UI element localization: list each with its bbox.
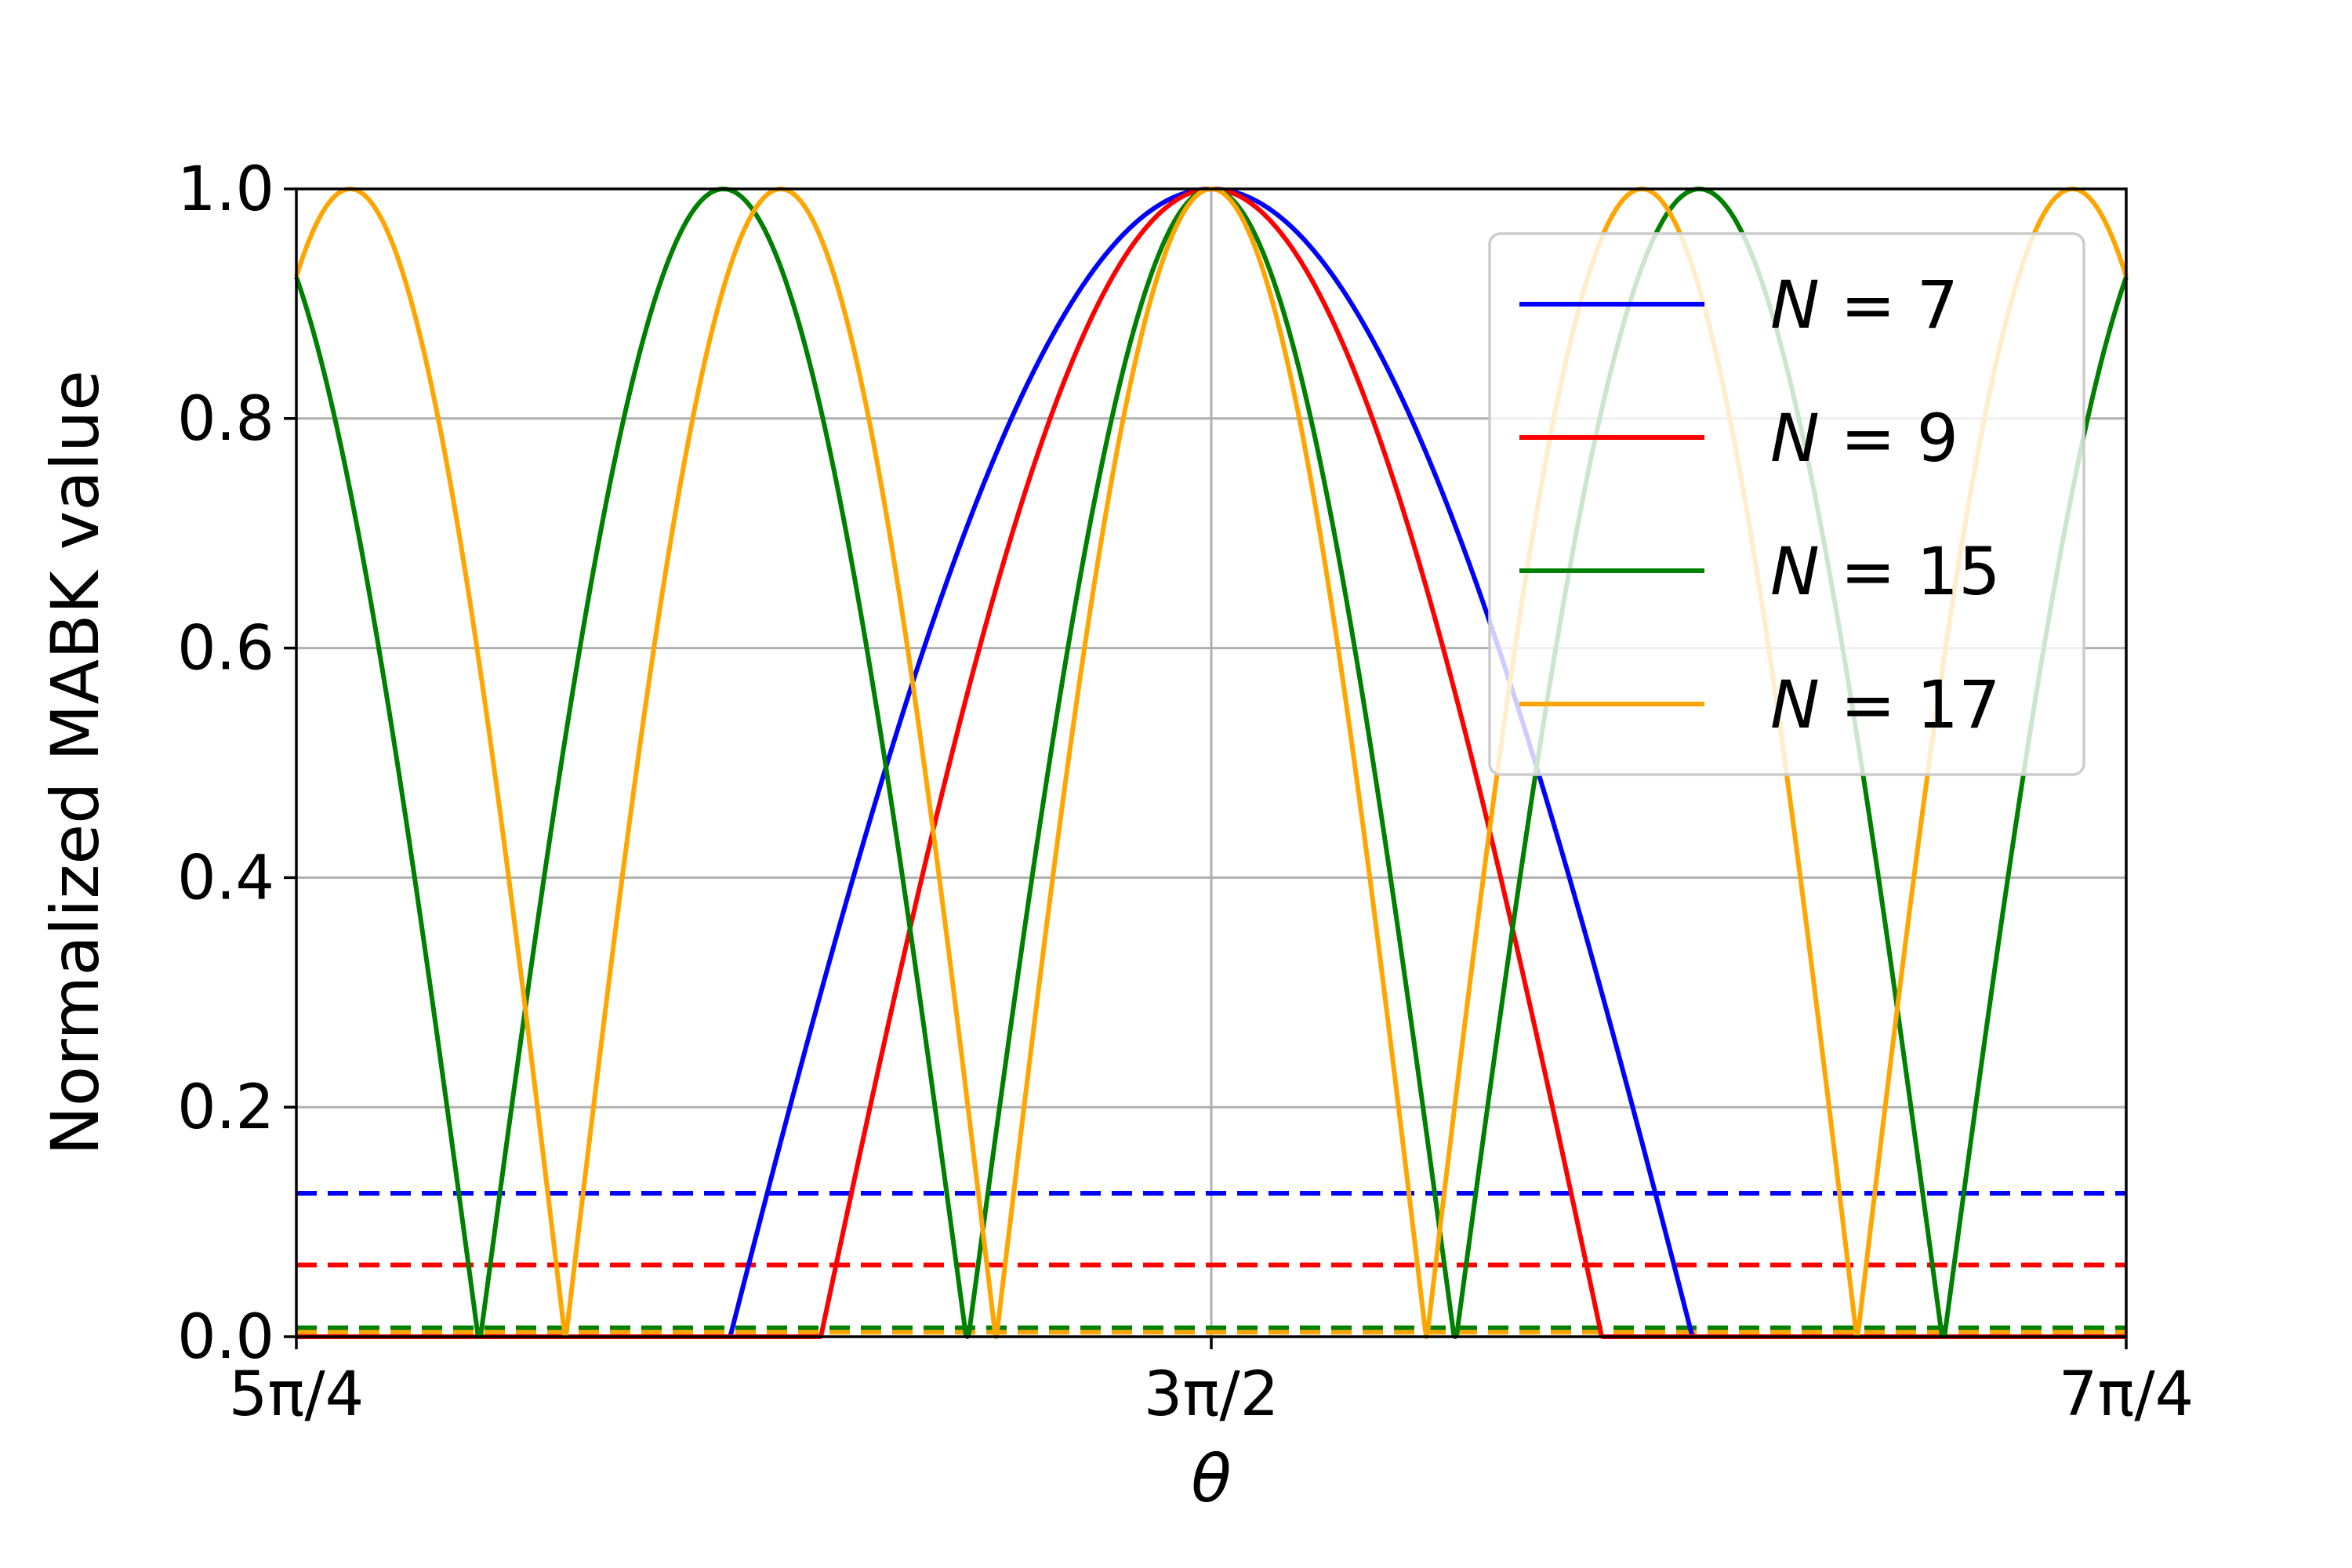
y-tick-label: 0.2 (177, 1073, 274, 1143)
reference-lines (296, 1191, 2126, 1335)
legend-label: N = 15 (1770, 533, 2001, 610)
y-tick-label: 0.4 (177, 843, 274, 913)
legend-label: N = 17 (1770, 666, 2001, 743)
legend: N = 7 N = 9 N = 15 N = 17 (1488, 232, 2085, 776)
legend-box (1488, 232, 2085, 776)
legend-label: N = 9 (1770, 400, 1958, 477)
x-axis-label: θ (1191, 1440, 1231, 1517)
x-tick-label: 5π/4 (229, 1359, 365, 1430)
y-tick-label: 0.8 (177, 384, 274, 455)
legend-label: N = 7 (1770, 267, 1958, 343)
x-tick-label: 7π/4 (2059, 1359, 2194, 1430)
ticks: 0.0 0.2 0.4 0.6 0.8 1.0 5π/4 3π/2 7π/4 (177, 154, 2194, 1430)
y-tick-label: 0.0 (177, 1302, 274, 1373)
y-axis-label: Normalized MABK value (37, 370, 114, 1156)
y-tick-label: 0.6 (177, 614, 274, 684)
x-tick-label: 3π/2 (1144, 1359, 1279, 1430)
y-tick-label: 1.0 (177, 154, 274, 225)
